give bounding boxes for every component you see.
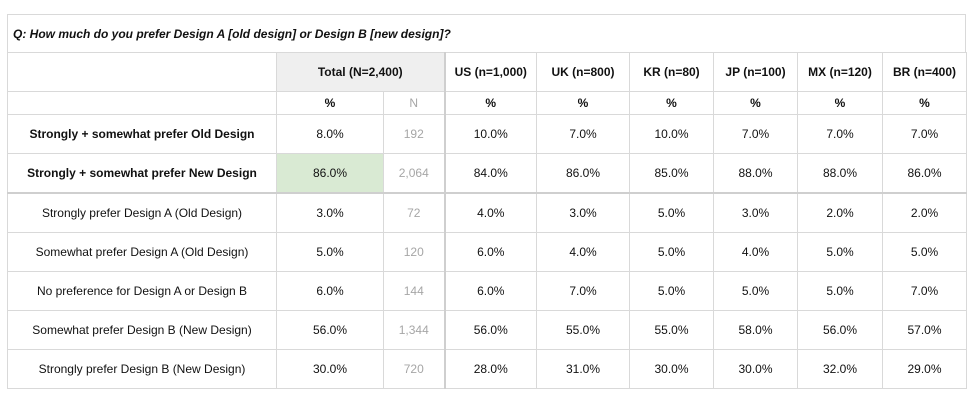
row-label: Strongly + somewhat prefer Old Design (7, 114, 277, 154)
value-cell: 55.0% (536, 310, 630, 350)
subheader-n: N (383, 91, 445, 115)
value-cell: 5.0% (713, 271, 798, 311)
table-row: Strongly prefer Design A (Old Design) 3.… (7, 192, 967, 233)
value-cell: 86.0% (536, 153, 630, 194)
value-cell: 6.0% (443, 271, 537, 311)
value-cell: 85.0% (629, 153, 714, 194)
total-pct-cell: 6.0% (276, 271, 384, 311)
value-cell: 6.0% (443, 232, 537, 272)
value-cell: 5.0% (629, 232, 714, 272)
header-market: BR (n=400) (882, 52, 967, 92)
total-n-cell: 120 (383, 232, 445, 272)
header-total: Total (N=2,400) (276, 52, 445, 92)
value-cell: 88.0% (797, 153, 883, 194)
value-cell: 7.0% (536, 271, 630, 311)
total-n-cell: 192 (383, 114, 445, 154)
value-cell: 7.0% (797, 114, 883, 154)
value-cell: 3.0% (536, 192, 630, 233)
value-cell: 57.0% (882, 310, 967, 350)
value-cell: 7.0% (882, 114, 967, 154)
results-table: Total (N=2,400) US (n=1,000) UK (n=800) … (7, 52, 967, 389)
header-row: Total (N=2,400) US (n=1,000) UK (n=800) … (7, 52, 967, 92)
subheader-pct: % (536, 91, 630, 115)
subheader-blank (7, 91, 277, 115)
subheader-pct: % (882, 91, 967, 115)
total-pct-cell: 8.0% (276, 114, 384, 154)
total-pct-cell: 30.0% (276, 349, 384, 389)
value-cell: 10.0% (629, 114, 714, 154)
question-title: Q: How much do you prefer Design A [old … (7, 14, 966, 52)
header-blank (7, 52, 277, 92)
total-pct-cell: 3.0% (276, 192, 384, 233)
value-cell: 28.0% (443, 349, 537, 389)
row-label: Somewhat prefer Design B (New Design) (7, 310, 277, 350)
total-n-cell: 720 (383, 349, 445, 389)
table-row: Somewhat prefer Design A (Old Design) 5.… (7, 232, 967, 272)
value-cell: 2.0% (882, 192, 967, 233)
subheader-pct: % (443, 91, 537, 115)
value-cell: 31.0% (536, 349, 630, 389)
value-cell: 55.0% (629, 310, 714, 350)
row-label: Strongly prefer Design B (New Design) (7, 349, 277, 389)
total-n-cell: 2,064 (383, 153, 445, 194)
header-market: KR (n=80) (629, 52, 714, 92)
value-cell: 2.0% (797, 192, 883, 233)
header-market: UK (n=800) (536, 52, 630, 92)
value-cell: 4.0% (443, 192, 537, 233)
value-cell: 4.0% (713, 232, 798, 272)
row-label: Strongly + somewhat prefer New Design (7, 153, 277, 194)
subheader-pct: % (797, 91, 883, 115)
value-cell: 30.0% (713, 349, 798, 389)
header-market: US (n=1,000) (443, 52, 537, 92)
header-market: JP (n=100) (713, 52, 798, 92)
subheader-pct: % (276, 91, 384, 115)
total-pct-cell: 56.0% (276, 310, 384, 350)
total-n-cell: 144 (383, 271, 445, 311)
value-cell: 5.0% (797, 271, 883, 311)
value-cell: 4.0% (536, 232, 630, 272)
row-label: No preference for Design A or Design B (7, 271, 277, 311)
value-cell: 56.0% (797, 310, 883, 350)
value-cell: 7.0% (713, 114, 798, 154)
table-row: Strongly prefer Design B (New Design) 30… (7, 349, 967, 389)
value-cell: 10.0% (443, 114, 537, 154)
table-row: Somewhat prefer Design B (New Design) 56… (7, 310, 967, 350)
results-table-frame: Q: How much do you prefer Design A [old … (7, 14, 967, 389)
value-cell: 7.0% (536, 114, 630, 154)
total-pct-cell: 5.0% (276, 232, 384, 272)
value-cell: 7.0% (882, 271, 967, 311)
value-cell: 5.0% (629, 192, 714, 233)
table-row: Strongly + somewhat prefer New Design 86… (7, 153, 967, 194)
total-pct-cell-highlighted: 86.0% (276, 153, 384, 194)
value-cell: 5.0% (882, 232, 967, 272)
value-cell: 30.0% (629, 349, 714, 389)
value-cell: 84.0% (443, 153, 537, 194)
value-cell: 86.0% (882, 153, 967, 194)
value-cell: 3.0% (713, 192, 798, 233)
total-n-cell: 1,344 (383, 310, 445, 350)
subheader-pct: % (713, 91, 798, 115)
total-n-cell: 72 (383, 192, 445, 233)
subheader-pct: % (629, 91, 714, 115)
row-label: Somewhat prefer Design A (Old Design) (7, 232, 277, 272)
value-cell: 32.0% (797, 349, 883, 389)
value-cell: 5.0% (629, 271, 714, 311)
row-label: Strongly prefer Design A (Old Design) (7, 192, 277, 233)
subheader-row: % N % % % % % % (7, 91, 967, 115)
value-cell: 58.0% (713, 310, 798, 350)
value-cell: 5.0% (797, 232, 883, 272)
value-cell: 29.0% (882, 349, 967, 389)
table-row: Strongly + somewhat prefer Old Design 8.… (7, 114, 967, 154)
value-cell: 88.0% (713, 153, 798, 194)
table-row: No preference for Design A or Design B 6… (7, 271, 967, 311)
header-market: MX (n=120) (797, 52, 883, 92)
value-cell: 56.0% (443, 310, 537, 350)
